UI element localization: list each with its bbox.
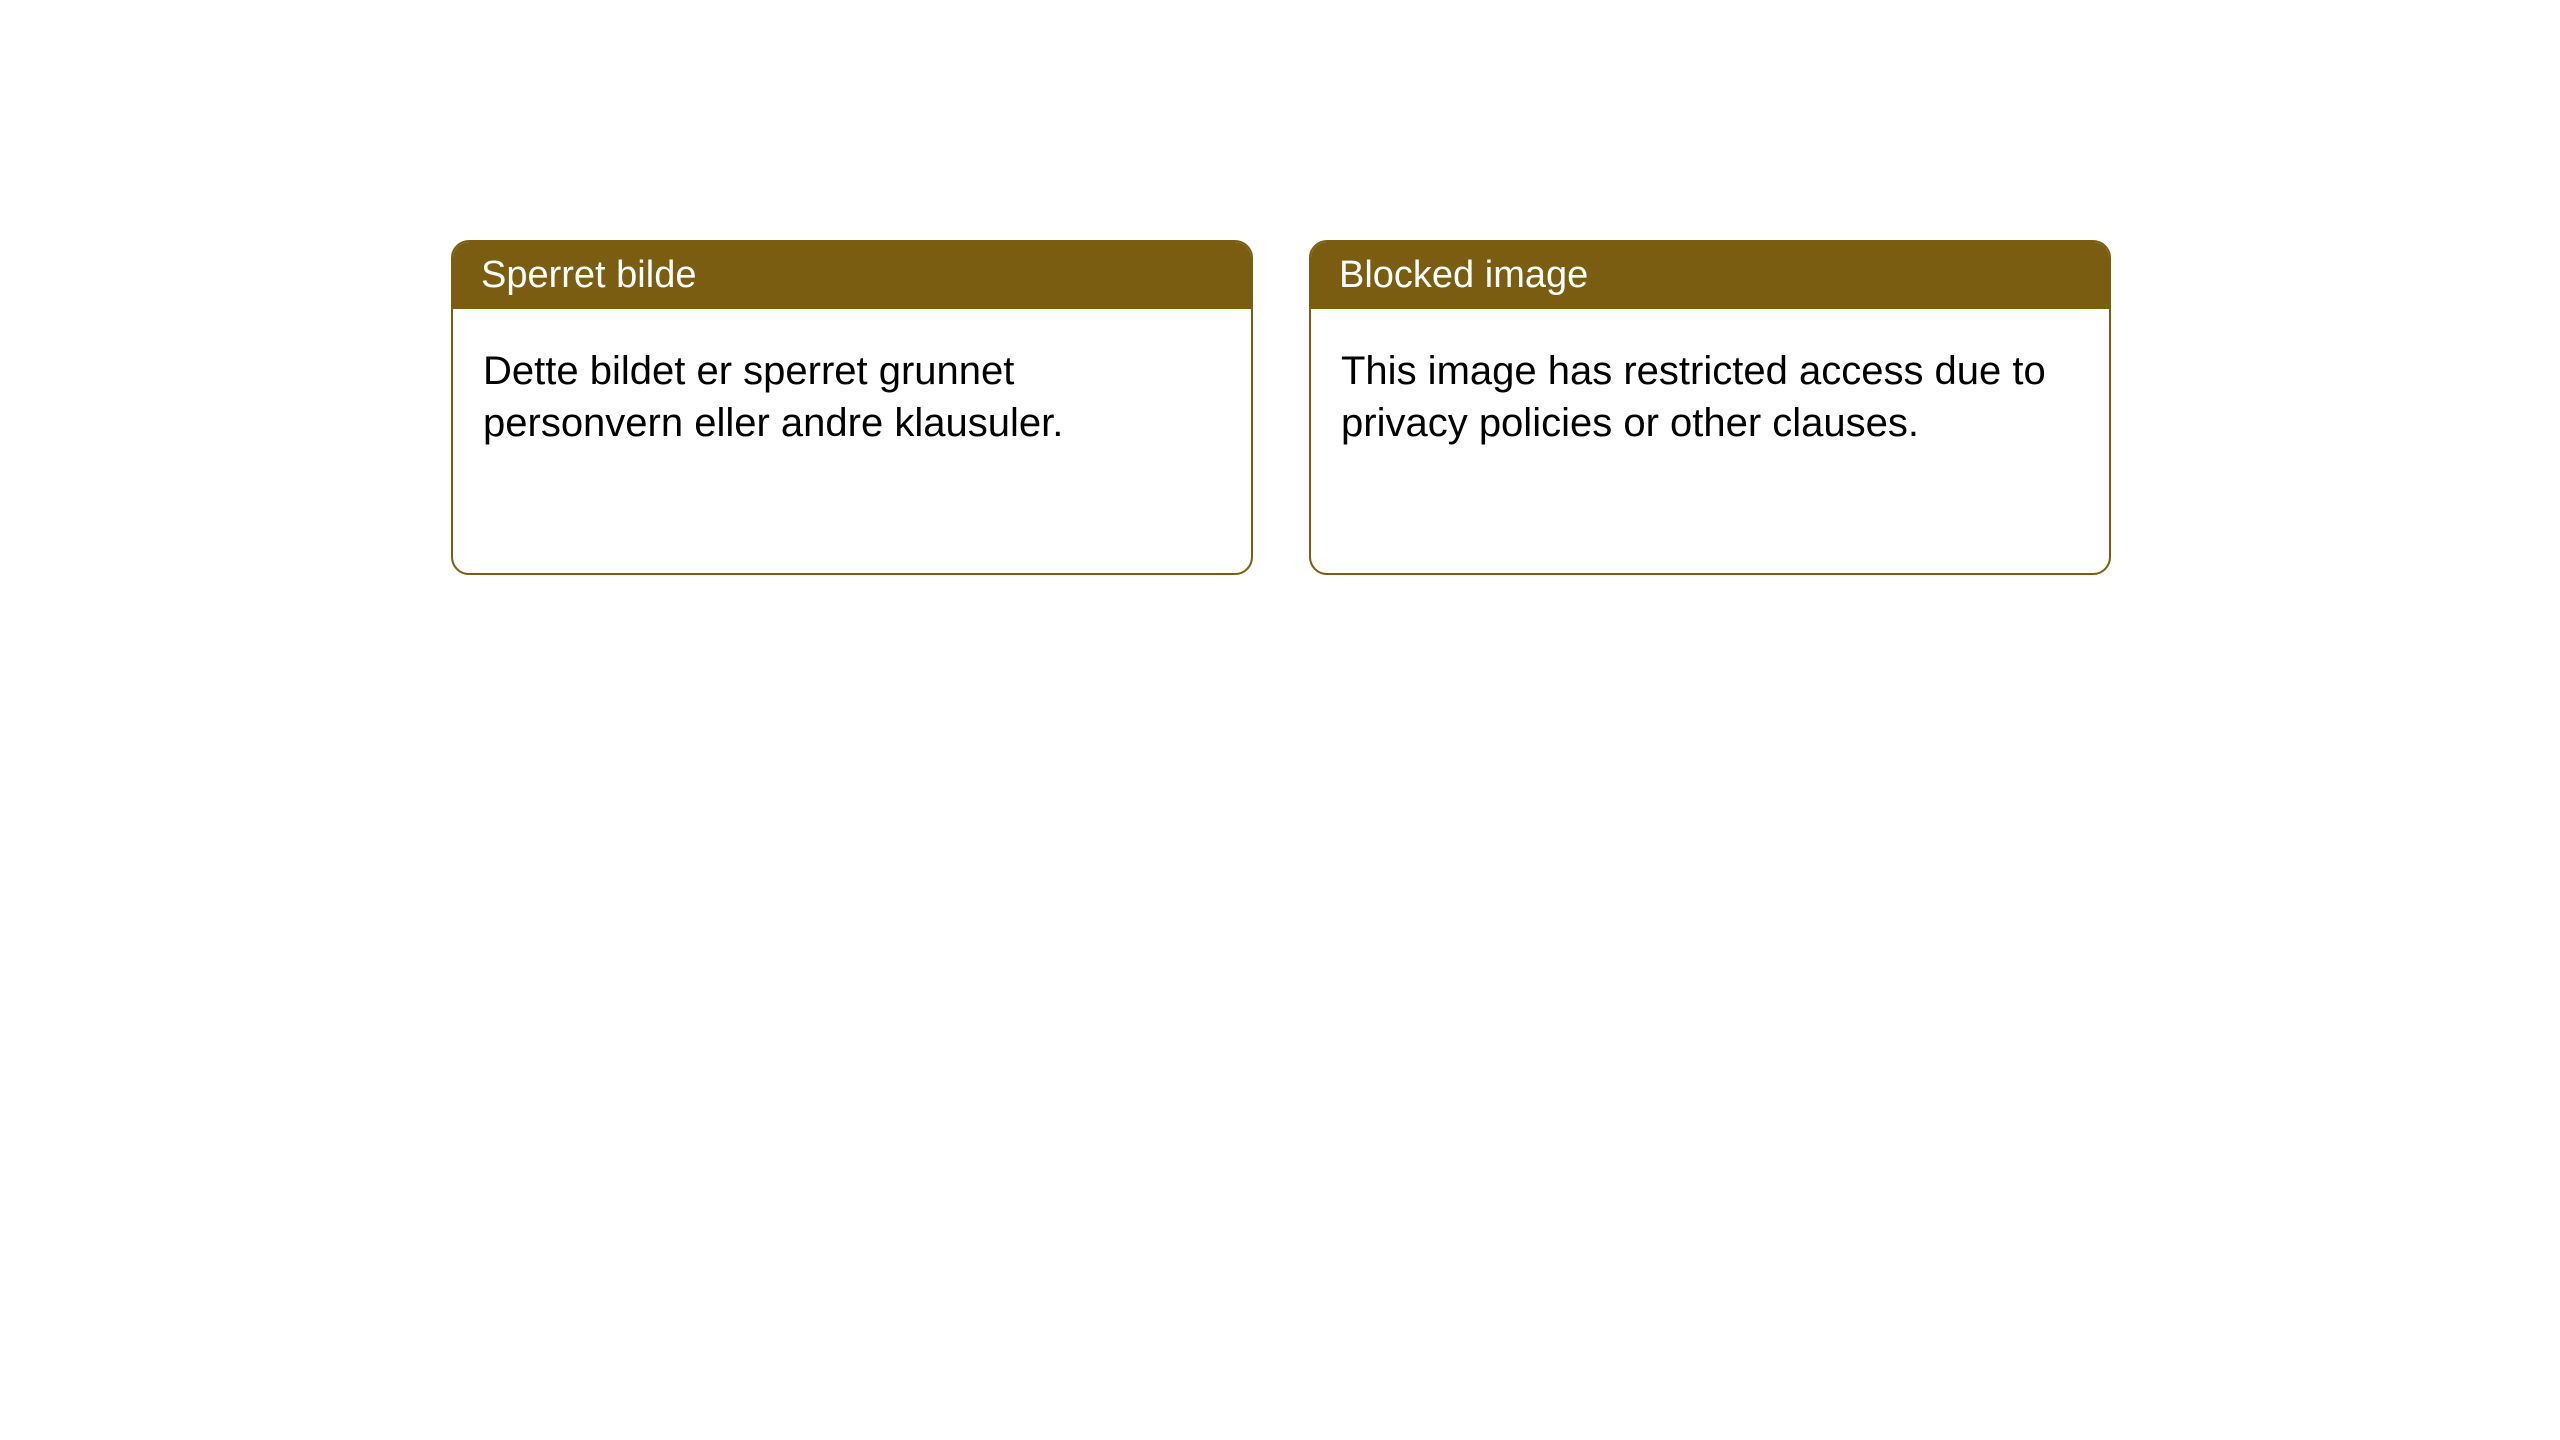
card-body-no: Dette bildet er sperret grunnet personve… <box>453 309 1251 573</box>
card-header-no: Sperret bilde <box>453 242 1251 309</box>
blocked-image-card-no: Sperret bilde Dette bildet er sperret gr… <box>451 240 1253 575</box>
card-body-en: This image has restricted access due to … <box>1311 309 2109 573</box>
blocked-image-card-en: Blocked image This image has restricted … <box>1309 240 2111 575</box>
notice-cards-container: Sperret bilde Dette bildet er sperret gr… <box>451 240 2111 575</box>
card-header-en: Blocked image <box>1311 242 2109 309</box>
